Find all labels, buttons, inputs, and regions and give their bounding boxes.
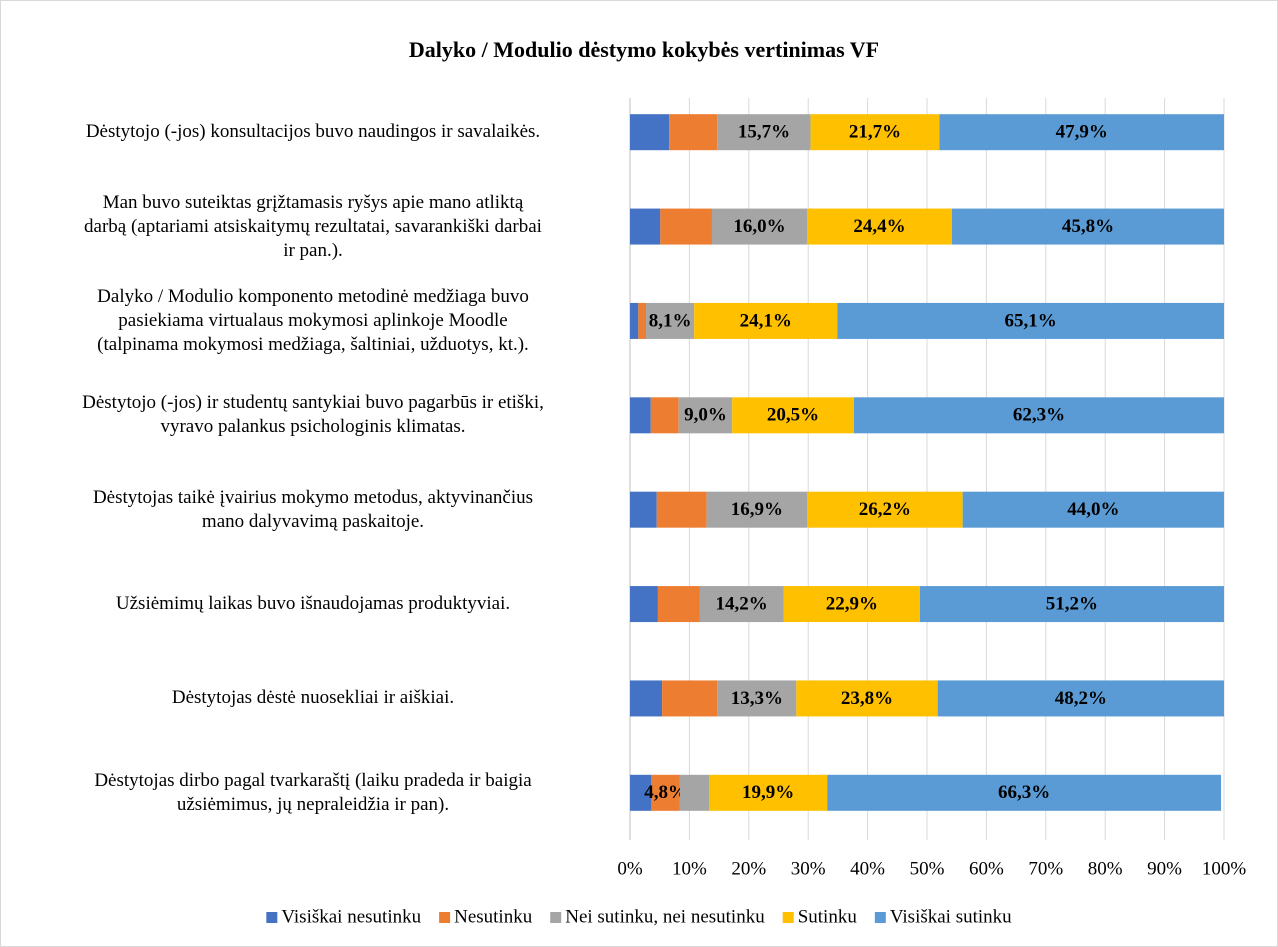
category-label: Man buvo suteiktas grįžtamasis ryšys api… — [84, 191, 542, 261]
legend-label: Visiškai sutinku — [890, 906, 1012, 927]
x-tick-label: 80% — [1088, 858, 1123, 879]
bar-segment — [630, 586, 658, 623]
data-label: 16,9% — [731, 499, 783, 520]
legend-label: Visiškai nesutinku — [281, 906, 421, 927]
bar-segment — [656, 491, 707, 528]
bar-segment — [657, 586, 700, 623]
bar-segment — [939, 114, 1224, 151]
data-label: 24,4% — [853, 216, 905, 237]
bar-segment — [694, 302, 838, 339]
bar-segment — [646, 302, 695, 339]
legend-label: Nesutinku — [454, 906, 533, 927]
bar-segment — [711, 208, 808, 245]
legend-swatch — [550, 912, 562, 923]
bar-segment — [630, 208, 661, 245]
bar-segment — [678, 397, 733, 434]
bar-segment — [919, 586, 1224, 623]
bar-segment — [660, 208, 712, 245]
data-label: 51,2% — [1046, 593, 1098, 614]
bar-segment — [709, 774, 828, 811]
x-tick-label: 100% — [1202, 858, 1247, 879]
data-label: 66,3% — [998, 782, 1050, 803]
bar-segment — [630, 114, 670, 151]
category-label: Dėstytojas dėstė nuosekliai ir aiškiai. — [171, 687, 455, 709]
x-tick-label: 60% — [969, 858, 1004, 879]
data-label: 14,2% — [716, 593, 768, 614]
x-tick-label: 20% — [731, 858, 766, 879]
data-label: 21,7% — [849, 122, 901, 143]
bar-segment — [630, 680, 663, 717]
x-tick-label: 90% — [1147, 858, 1182, 879]
data-label: 47,9% — [1056, 122, 1108, 143]
legend-swatch — [782, 912, 794, 923]
bar-segment — [662, 680, 718, 717]
bar-segment — [630, 491, 657, 528]
data-label: 26,2% — [859, 499, 911, 520]
bar-segment — [732, 397, 854, 434]
legend-swatch — [874, 912, 886, 923]
bar-segment — [679, 774, 710, 811]
data-label: 65,1% — [1005, 310, 1057, 331]
data-label: 48,2% — [1055, 688, 1107, 709]
bar-segment — [951, 208, 1224, 245]
bar-segment — [630, 774, 652, 811]
data-label: 8,1% — [649, 310, 692, 331]
data-label: 4,8% — [644, 782, 687, 803]
bar-segment — [630, 397, 651, 434]
bar-segment — [706, 491, 808, 528]
category-label: Dalyko / Modulio komponento metodinė med… — [97, 285, 529, 355]
bar-segment — [717, 114, 811, 151]
bar-segment — [827, 774, 1222, 811]
data-label: 16,0% — [733, 216, 785, 237]
bar-segment — [837, 302, 1224, 339]
bar-segment — [807, 208, 952, 245]
data-label: 19,9% — [742, 782, 794, 803]
data-label: 24,1% — [740, 310, 792, 331]
x-tick-label: 50% — [910, 858, 945, 879]
bar-segment — [810, 114, 940, 151]
x-tick-label: 40% — [850, 858, 885, 879]
legend-swatch — [439, 912, 451, 923]
bar-segment — [783, 586, 920, 623]
chart-title: Dalyko / Modulio dėstymo kokybės vertini… — [409, 37, 879, 62]
legend-label: Nei sutinku, nei nesutinku — [565, 906, 765, 927]
legend-label: Sutinku — [798, 906, 858, 927]
data-label: 45,8% — [1062, 216, 1114, 237]
x-tick-label: 0% — [617, 858, 643, 879]
bar-segment — [962, 491, 1224, 528]
data-label: 44,0% — [1067, 499, 1119, 520]
bar-segment — [650, 397, 679, 434]
bar-segment — [937, 680, 1224, 717]
bar-segment — [853, 397, 1224, 434]
bar-segment — [669, 114, 718, 151]
data-label: 20,5% — [767, 405, 819, 426]
bar-segment — [699, 586, 784, 623]
category-label: Dėstytojas dirbo pagal tvarkaraštį (laik… — [94, 769, 532, 815]
data-label: 22,9% — [826, 593, 878, 614]
bar-segment — [717, 680, 797, 717]
x-tick-label: 70% — [1028, 858, 1063, 879]
data-label: 13,3% — [731, 688, 783, 709]
data-label: 9,0% — [684, 405, 727, 426]
bar-segment — [807, 491, 963, 528]
data-label: 23,8% — [841, 688, 893, 709]
bar-segment — [796, 680, 938, 717]
data-label: 15,7% — [738, 122, 790, 143]
bar-segment — [630, 302, 639, 339]
legend-swatch — [266, 912, 278, 923]
category-label: Dėstytojo (-jos) ir studentų santykiai b… — [82, 392, 544, 438]
category-label: Dėstytojo (-jos) konsultacijos buvo naud… — [85, 121, 541, 143]
data-label: 62,3% — [1013, 405, 1065, 426]
x-tick-label: 10% — [672, 858, 707, 879]
category-label: Užsiėmimų laikas buvo išnaudojamas produ… — [115, 593, 511, 615]
bar-segment — [638, 302, 647, 339]
x-tick-label: 30% — [791, 858, 826, 879]
bar-segment — [651, 774, 680, 811]
category-label: Dėstytojas taikė įvairius mokymo metodus… — [92, 486, 534, 532]
